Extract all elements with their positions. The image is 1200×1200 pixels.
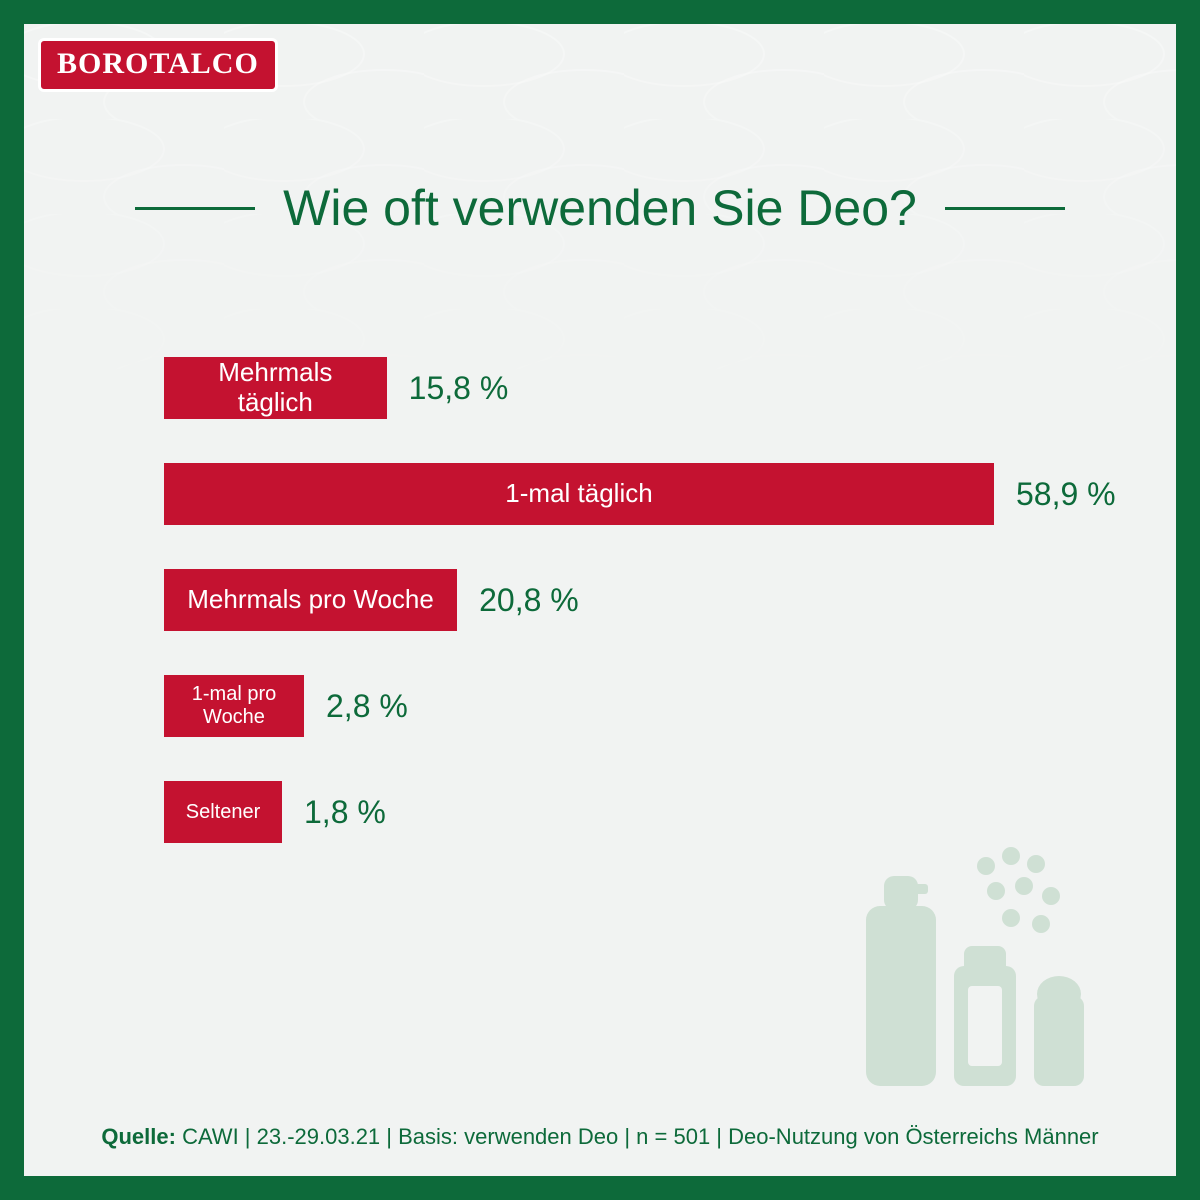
- bar: Mehrmals täglich: [164, 357, 387, 419]
- chart-row: Seltener 1,8 %: [164, 781, 1116, 843]
- source-label: Quelle:: [101, 1124, 176, 1149]
- chart-row: Mehrmals pro Woche 20,8 %: [164, 569, 1116, 631]
- chart-row: Mehrmals täglich 15,8 %: [164, 357, 1116, 419]
- title-rule-right: [945, 207, 1065, 210]
- source-text: CAWI | 23.-29.03.21 | Basis: verwenden D…: [182, 1124, 1099, 1149]
- bar-value: 1,8 %: [304, 794, 386, 831]
- title-rule-left: [135, 207, 255, 210]
- brand-logo: BOROTALCO: [38, 38, 278, 92]
- bar: 1-mal pro Woche: [164, 675, 304, 737]
- title-block: Wie oft verwenden Sie Deo?: [24, 179, 1176, 237]
- bar-value: 58,9 %: [1016, 476, 1116, 513]
- bar-value: 20,8 %: [479, 582, 579, 619]
- source-line: Quelle: CAWI | 23.-29.03.21 | Basis: ver…: [24, 1124, 1176, 1150]
- chart-row: 1-mal pro Woche 2,8 %: [164, 675, 1116, 737]
- chart-title: Wie oft verwenden Sie Deo?: [283, 179, 917, 237]
- bar: Seltener: [164, 781, 282, 843]
- bar-chart: Mehrmals täglich 15,8 % 1-mal täglich 58,9 …: [24, 357, 1176, 843]
- bar-value: 15,8 %: [409, 370, 509, 407]
- bar: 1-mal täglich: [164, 463, 994, 525]
- bar: Mehrmals pro Woche: [164, 569, 457, 631]
- bar-value: 2,8 %: [326, 688, 408, 725]
- chart-row: 1-mal täglich 58,9 %: [164, 463, 1116, 525]
- deodorant-icon: [836, 846, 1136, 1106]
